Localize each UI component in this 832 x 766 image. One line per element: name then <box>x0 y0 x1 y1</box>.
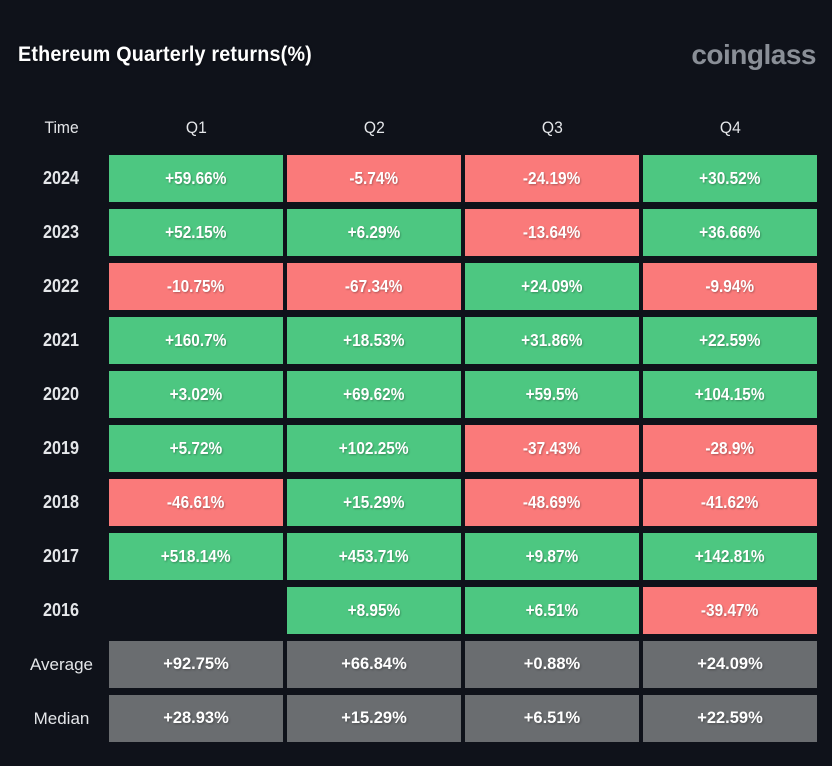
return-cell: +36.66% <box>643 209 817 256</box>
return-cell: -28.9% <box>643 425 817 472</box>
return-cell: +518.14% <box>109 533 283 580</box>
return-cell: -10.75% <box>109 263 283 310</box>
header-bar: Ethereum Quarterly returns(%) coinglass <box>0 0 832 72</box>
return-cell: +5.72% <box>109 425 283 472</box>
return-cell: -41.62% <box>643 479 817 526</box>
return-cell: +160.7% <box>109 317 283 364</box>
column-header-q2: Q2 <box>363 118 385 137</box>
return-cell: -48.69% <box>465 479 639 526</box>
return-cell: +15.29% <box>287 695 461 742</box>
return-cell: +28.93% <box>109 695 283 742</box>
return-cell: +9.87% <box>465 533 639 580</box>
year-row-label: 2020 <box>43 384 80 404</box>
return-cell: -24.19% <box>465 155 639 202</box>
return-cell: +453.71% <box>287 533 461 580</box>
summary-row-label: Average <box>29 654 93 674</box>
return-cell: +24.09% <box>465 263 639 310</box>
return-cell: +104.15% <box>643 371 817 418</box>
return-cell: +31.86% <box>465 317 639 364</box>
return-cell: +0.88% <box>465 641 639 688</box>
page-title: Ethereum Quarterly returns(%) <box>18 43 312 66</box>
year-row-label: 2019 <box>43 438 80 458</box>
year-row-label: 2023 <box>43 222 80 242</box>
year-row-label: 2022 <box>43 276 80 296</box>
return-cell: -13.64% <box>465 209 639 256</box>
coinglass-logo: coinglass <box>691 39 816 70</box>
year-row-label: 2016 <box>43 600 80 620</box>
return-cell: +6.51% <box>465 695 639 742</box>
column-header-q1: Q1 <box>185 118 207 137</box>
return-cell: +6.51% <box>465 587 639 634</box>
return-cell: +30.52% <box>643 155 817 202</box>
return-cell: +59.66% <box>109 155 283 202</box>
year-row-label: 2021 <box>43 330 80 350</box>
empty-cell <box>109 587 283 634</box>
year-row-label: 2018 <box>43 492 80 512</box>
return-cell: +102.25% <box>287 425 461 472</box>
return-cell: +69.62% <box>287 371 461 418</box>
year-row-label: 2017 <box>43 546 80 566</box>
return-cell: -9.94% <box>643 263 817 310</box>
return-cell: -37.43% <box>465 425 639 472</box>
return-cell: +8.95% <box>287 587 461 634</box>
return-cell: +18.53% <box>287 317 461 364</box>
column-header-q3: Q3 <box>541 118 563 137</box>
return-cell: +6.29% <box>287 209 461 256</box>
summary-row-label: Median <box>33 708 90 728</box>
return-cell: +66.84% <box>287 641 461 688</box>
return-cell: +52.15% <box>109 209 283 256</box>
return-cell: +24.09% <box>643 641 817 688</box>
column-header-time: Time <box>44 118 79 137</box>
return-cell: -39.47% <box>643 587 817 634</box>
return-cell: +22.59% <box>643 695 817 742</box>
return-cell: +92.75% <box>109 641 283 688</box>
return-cell: +22.59% <box>643 317 817 364</box>
return-cell: +3.02% <box>109 371 283 418</box>
returns-table: Time Q1 Q2 Q3 Q4 2024 +59.66% -5.74% -24.19… <box>18 108 832 742</box>
return-cell: -46.61% <box>109 479 283 526</box>
return-cell: -5.74% <box>287 155 461 202</box>
column-header-q4: Q4 <box>719 118 741 137</box>
return-cell: -67.34% <box>287 263 461 310</box>
year-row-label: 2024 <box>43 168 80 188</box>
return-cell: +59.5% <box>465 371 639 418</box>
return-cell: +15.29% <box>287 479 461 526</box>
return-cell: +142.81% <box>643 533 817 580</box>
